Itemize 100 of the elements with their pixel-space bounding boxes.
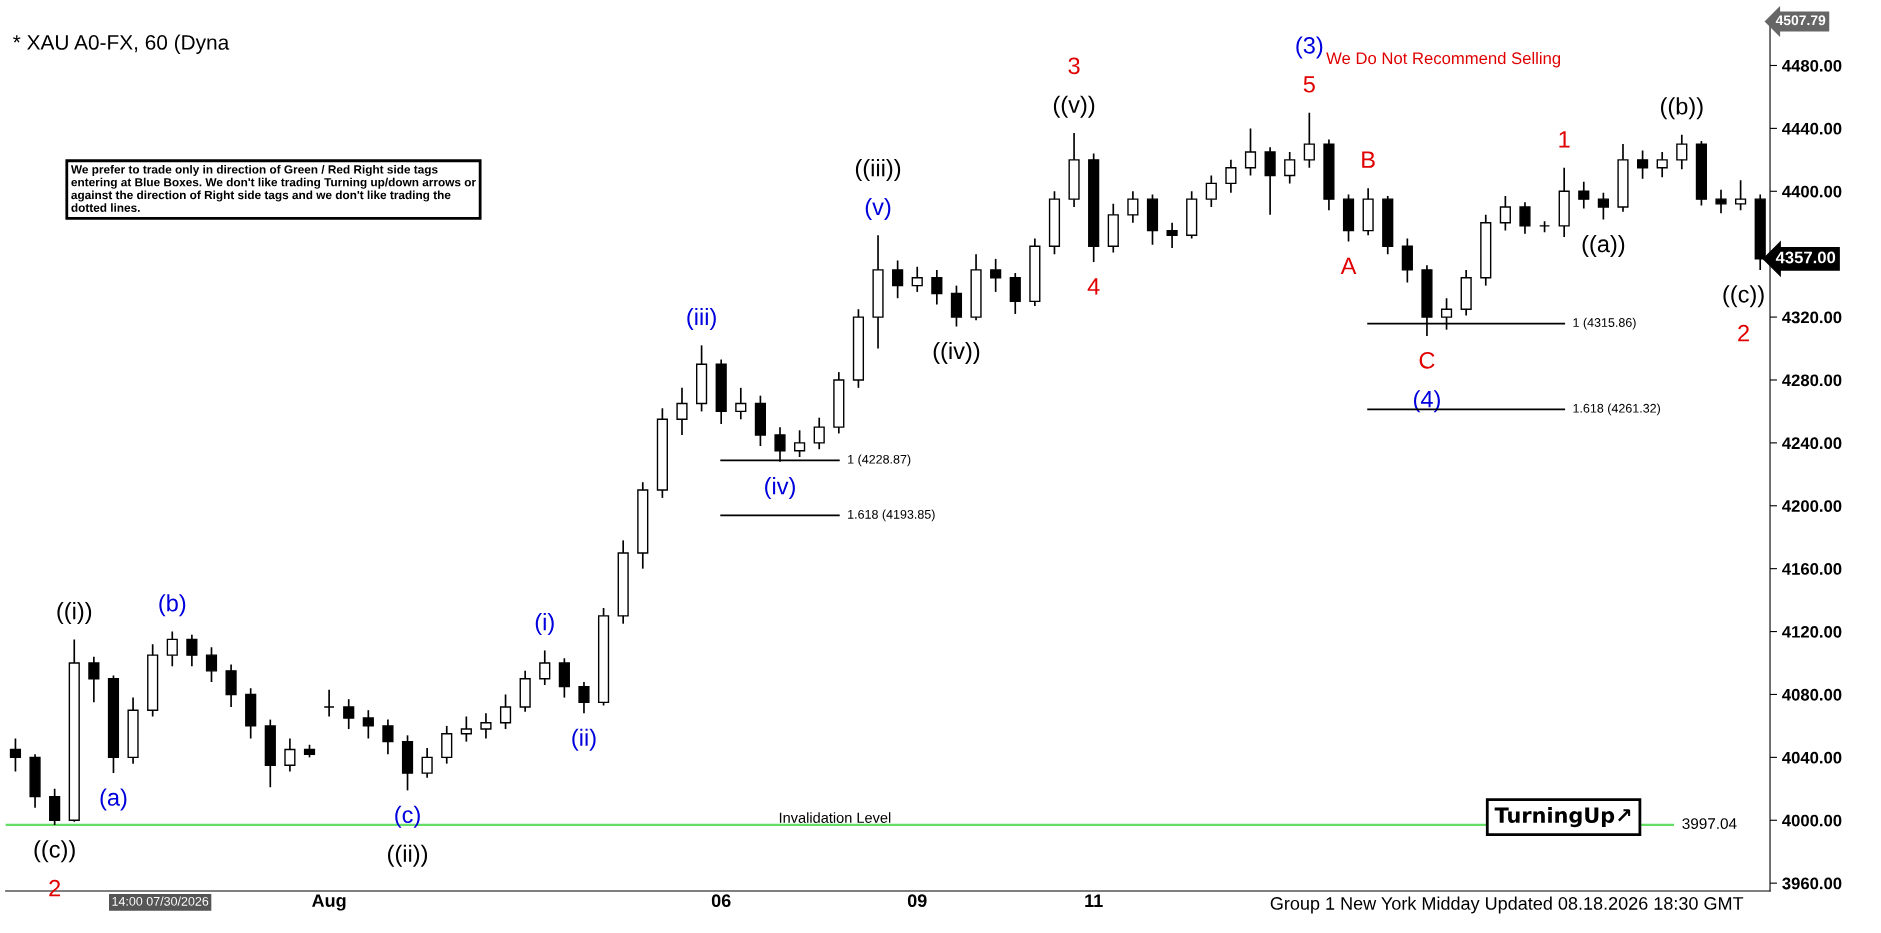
text: * XAU A0-FX, 60 (Dyna — [13, 34, 230, 54]
candlestick — [578, 681, 590, 715]
annotation: 5 — [1303, 76, 1315, 93]
candlestick — [794, 429, 806, 458]
y-tick-label: 4240.00 — [1782, 437, 1842, 450]
candlestick — [990, 258, 1002, 293]
candlestick — [676, 387, 688, 436]
annotation: B — [1362, 151, 1375, 168]
candlestick — [49, 787, 61, 826]
candlestick — [205, 646, 218, 683]
candlestick — [1676, 133, 1688, 171]
candlestick — [1166, 221, 1178, 249]
text: 14:00 07/30/2026 — [112, 896, 209, 906]
candlestick — [735, 387, 747, 421]
annotation: ((a)) — [1582, 234, 1625, 257]
candlestick — [284, 737, 296, 773]
annotation: 4 — [1087, 278, 1100, 295]
annotation: ((ii)) — [388, 844, 428, 867]
candlestick — [343, 698, 355, 730]
candlestick — [950, 284, 963, 328]
series-label: 1 (4228.87) — [848, 454, 911, 467]
annotation: We prefer to trade only in direction of Green / Red Right side tags entering at Blue Boxes. We don't like trading Turning up/down arrows or against the direction of Right side tags and we don't like trading the dotted lines. — [70, 164, 476, 212]
candlestick — [1578, 181, 1590, 210]
ref-line-label: 3997.04 — [1682, 818, 1737, 830]
candlestick — [1303, 111, 1315, 169]
annotation: (ii) — [572, 728, 596, 751]
candlestick — [1735, 179, 1747, 211]
y-tick-label: 4400.00 — [1782, 185, 1842, 198]
candlestick — [421, 747, 433, 779]
annotation: ((i)) — [57, 602, 92, 625]
annotation: 3 — [1068, 57, 1080, 75]
text: Group 1 New York Midday Updated 08.18.2026 18:30 GMT — [1270, 896, 1744, 914]
x-tick-label: 09 — [907, 894, 927, 908]
series-label: 1 (4315.86) — [1573, 317, 1636, 330]
annotation: (3) — [1296, 36, 1323, 59]
candlestick — [362, 709, 374, 740]
candlestick — [88, 655, 100, 704]
annotation: Invalidation Level — [779, 812, 891, 823]
annotation: (c) — [395, 805, 420, 828]
y-tick-label: 4320.00 — [1782, 311, 1842, 324]
candlestick — [911, 265, 923, 293]
candlestick — [382, 718, 394, 756]
candlestick — [1636, 149, 1649, 180]
y-tick-label: 4480.00 — [1782, 59, 1842, 72]
annotation: 2 — [49, 879, 61, 897]
candlestick — [9, 737, 22, 773]
y-tick-label: 4280.00 — [1782, 374, 1842, 387]
candlestick — [1205, 174, 1217, 208]
annotation: ((c)) — [34, 840, 75, 863]
y-tick-label: 4160.00 — [1782, 563, 1842, 575]
x-tick-label: Aug — [312, 894, 346, 911]
candlestick — [225, 663, 237, 708]
candlestick — [460, 715, 472, 743]
candlestick — [1225, 158, 1237, 194]
annotation: We Do Not Recommend Selling — [1326, 51, 1561, 68]
series-label: 1.618 (4193.85) — [848, 509, 935, 522]
annotation: ((iv)) — [933, 341, 980, 364]
candlestick — [441, 725, 453, 765]
text: 4507.79 — [1775, 15, 1826, 26]
candlestick — [813, 416, 825, 450]
candlestick — [931, 269, 943, 306]
candlestick — [558, 657, 570, 699]
y-tick-label: 4000.00 — [1782, 814, 1842, 827]
annotation: ((v)) — [1053, 95, 1095, 118]
candlestick — [499, 693, 512, 730]
y-tick-label: 4200.00 — [1782, 500, 1842, 512]
annotation: ((b)) — [1660, 97, 1703, 120]
y-tick-label: 4040.00 — [1782, 751, 1842, 764]
annotation: (iii) — [687, 307, 716, 330]
candlestick — [892, 259, 904, 300]
candlestick — [1264, 146, 1276, 216]
candlestick — [166, 630, 178, 667]
y-tick-label: 4080.00 — [1782, 688, 1842, 701]
y-tick-label: 4120.00 — [1782, 625, 1842, 638]
x-tick-label: 11 — [1085, 894, 1103, 907]
annotation: (v) — [865, 197, 891, 220]
candlestick — [1284, 151, 1296, 185]
annotation: ((c)) — [1723, 285, 1764, 308]
y-tick-label: 3960.00 — [1782, 877, 1842, 890]
candlestick — [480, 712, 492, 740]
annotation: 1 — [1559, 131, 1570, 148]
candlestick — [1401, 237, 1413, 284]
annotation: 2 — [1738, 324, 1749, 342]
candlestick — [1499, 195, 1511, 232]
annotation: (4) — [1413, 390, 1440, 413]
annotation: (i) — [535, 613, 554, 636]
annotation: C — [1419, 351, 1435, 369]
annotation: (iv) — [765, 477, 795, 500]
candlestick — [1244, 127, 1257, 177]
candlestick — [539, 649, 551, 686]
candlestick — [1656, 151, 1668, 178]
x-tick-label: 06 — [711, 894, 731, 908]
y-tick-label: 4440.00 — [1782, 122, 1842, 135]
annotation: TurningUp↗ — [1494, 806, 1631, 828]
candlestick — [1715, 188, 1727, 215]
text: 4357.00 — [1775, 251, 1836, 264]
annotation: (a) — [100, 788, 127, 811]
annotation: (b) — [159, 594, 186, 617]
candlestick — [1519, 201, 1531, 235]
annotation: ((iii)) — [855, 159, 901, 182]
